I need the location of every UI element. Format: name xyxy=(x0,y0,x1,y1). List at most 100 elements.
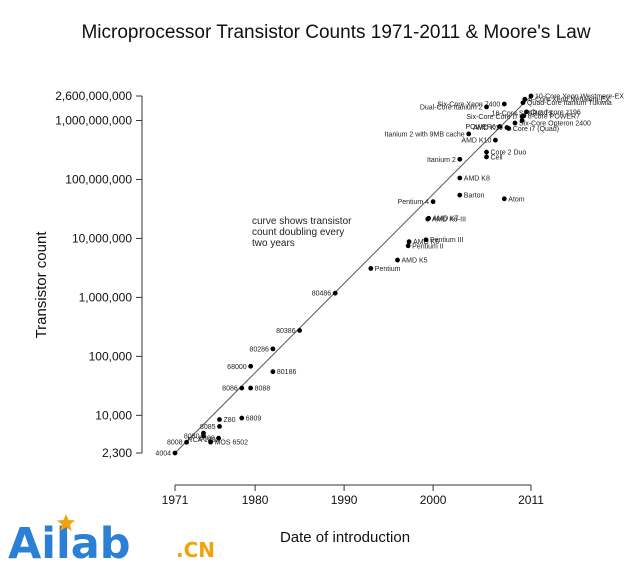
data-point xyxy=(504,125,510,130)
x-axis-title: Date of introduction xyxy=(280,529,410,546)
data-point xyxy=(457,192,463,198)
y-axis-title: Transistor count xyxy=(33,231,50,339)
point-label: 8-core POWER7 xyxy=(528,113,580,120)
point-label: Pentium xyxy=(375,266,401,273)
y-tick-label: 1,000,000 xyxy=(79,290,133,304)
data-point xyxy=(497,124,503,129)
point-label: 8085 xyxy=(200,424,216,431)
data-point xyxy=(512,120,518,126)
data-point xyxy=(524,109,529,115)
y-tick-label: 100,000,000 xyxy=(65,172,132,186)
data-point xyxy=(457,175,463,181)
data-point xyxy=(368,266,374,271)
y-tick-label: 100,000 xyxy=(89,349,133,363)
data-point xyxy=(270,346,276,352)
data-point xyxy=(239,415,245,421)
point-label: Six-Core Xeon 7400 xyxy=(437,102,500,109)
point-label: AMD K5 xyxy=(402,258,428,265)
y-tick-label: 10,000,000 xyxy=(72,231,132,245)
point-label: 6809 xyxy=(246,416,262,423)
star-icon xyxy=(57,514,75,531)
data-point xyxy=(248,363,254,369)
point-label: 8008 xyxy=(167,440,183,447)
point-label: 68000 xyxy=(227,364,247,371)
y-tick-label: 2,300 xyxy=(102,446,132,460)
data-point xyxy=(201,430,206,436)
point-label: Itanium 2 xyxy=(427,157,456,164)
y-tick-label: 10,000 xyxy=(95,408,132,422)
data-point xyxy=(430,199,436,205)
data-point xyxy=(493,137,498,143)
point-label: Six-Core Core i7 xyxy=(466,114,518,121)
point-label: 80286 xyxy=(249,346,269,353)
annotation-line-2: count doubling every xyxy=(252,227,344,238)
point-label: 8088 xyxy=(255,386,271,393)
point-label: 6800 xyxy=(199,436,215,443)
point-label: AMD K8 xyxy=(464,175,490,182)
point-label: 8086 xyxy=(222,386,238,393)
point-label: Itanium 2 with 9MB cache xyxy=(385,131,465,138)
data-point xyxy=(217,417,222,422)
point-label: 8080 xyxy=(184,433,200,440)
watermark-logo: Ailab .CN xyxy=(8,514,215,569)
data-point xyxy=(405,243,411,249)
data-point xyxy=(501,196,507,202)
data-point xyxy=(501,101,507,107)
x-tick-label: 2011 xyxy=(518,493,544,507)
data-point xyxy=(248,385,254,391)
data-point xyxy=(466,131,472,137)
data-point xyxy=(484,149,489,155)
point-label: 80186 xyxy=(277,369,297,376)
chart-title: Microprocessor Transistor Counts 1971-20… xyxy=(81,22,590,43)
x-tick-label: 1980 xyxy=(242,493,269,507)
point-label: Z80 xyxy=(224,417,236,424)
data-point xyxy=(332,290,338,296)
data-point xyxy=(484,104,489,110)
x-axis: 1971 1980 1990 2000 2011 xyxy=(162,484,544,507)
point-label: 80486 xyxy=(312,291,332,298)
moores-law-trend-line xyxy=(174,95,532,454)
point-label: Cell xyxy=(491,154,504,161)
point-label: 80386 xyxy=(276,328,296,335)
point-label: Atom xyxy=(508,196,525,203)
data-point xyxy=(216,435,222,441)
data-point xyxy=(208,439,214,445)
annotation-line-3: two years xyxy=(252,238,295,249)
data-point xyxy=(423,237,429,243)
data-point xyxy=(406,239,412,245)
point-label: Pentium II xyxy=(412,243,444,250)
x-tick-label: 1990 xyxy=(331,493,358,507)
point-label: AMD K6 xyxy=(413,239,439,246)
point-label: AMD K10 xyxy=(461,138,491,145)
data-point xyxy=(172,450,178,456)
point-label: 16-Core SPARC T3 xyxy=(492,110,553,117)
point-label: 8-Core Xeon Nehalem-EX xyxy=(529,97,611,104)
point-label: Six-Core Opteron 2400 xyxy=(519,121,591,128)
point-label: Dual-Core Itanium 2 xyxy=(420,104,483,111)
y-tick-label: 2,600,000,000 xyxy=(55,89,132,103)
point-label: 4004 xyxy=(155,451,171,458)
watermark-suffix: .CN xyxy=(176,538,215,562)
x-tick-label: 2000 xyxy=(420,493,447,507)
point-label: Core 2 Duo xyxy=(491,150,527,157)
y-axis: 2,300 10,000 100,000 1,000,000 10,000,000 100… xyxy=(55,89,143,460)
point-label: Core i7 (Quad) xyxy=(513,126,559,133)
data-point xyxy=(457,156,463,162)
point-label: 10-Core Xeon Westmere-EX xyxy=(535,94,624,101)
x-ticks: 1971 1980 1990 2000 2011 xyxy=(162,485,544,507)
point-label: AMD K7 xyxy=(433,216,459,223)
point-label: Quad-Core Itanium Tukwila xyxy=(527,100,612,107)
point-label: Barton xyxy=(464,193,485,200)
data-point xyxy=(270,369,276,375)
point-label: AMD K10 xyxy=(473,125,503,132)
data-point xyxy=(239,385,245,391)
point-label: MOS 6502 xyxy=(215,440,249,447)
data-point xyxy=(522,96,528,102)
annotation-line-1: curve shows transistor xyxy=(252,216,352,227)
data-point xyxy=(519,118,525,123)
point-label: RCA 1802 xyxy=(188,437,220,444)
point-label: Pentium 4 xyxy=(398,199,430,206)
data-point xyxy=(426,215,432,221)
